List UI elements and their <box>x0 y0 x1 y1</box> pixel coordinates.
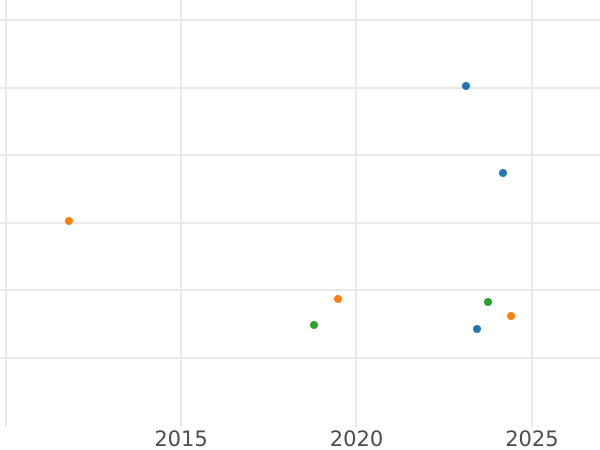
y-gridline-2 <box>0 289 600 292</box>
x-gridline-2015 <box>180 0 183 427</box>
blue-data-point-1 <box>472 324 481 333</box>
y-gridline-3 <box>0 221 600 224</box>
y-gridline-1 <box>0 356 600 359</box>
x-tick-label-2025: 2025 <box>505 427 559 450</box>
x-gridline-2020 <box>355 0 358 427</box>
x-axis: 2015 2020 2025 <box>0 427 600 450</box>
blue-data-point-0 <box>461 81 470 90</box>
x-tick-label-2015: 2015 <box>154 427 208 450</box>
plot-area <box>0 0 600 427</box>
y-gridline-4 <box>0 154 600 157</box>
orange-data-point-2 <box>506 311 515 320</box>
x-tick-label-2020: 2020 <box>329 427 384 450</box>
blue-data-point-2 <box>498 169 507 178</box>
green-data-point-1 <box>484 297 493 306</box>
orange-data-point-0 <box>65 216 74 225</box>
orange-data-point-1 <box>334 294 343 303</box>
x-gridline-2010 <box>4 0 7 427</box>
y-gridline-5 <box>0 86 600 89</box>
y-gridline-6 <box>0 19 600 22</box>
green-data-point-0 <box>309 321 318 330</box>
x-gridline-2025 <box>530 0 533 427</box>
